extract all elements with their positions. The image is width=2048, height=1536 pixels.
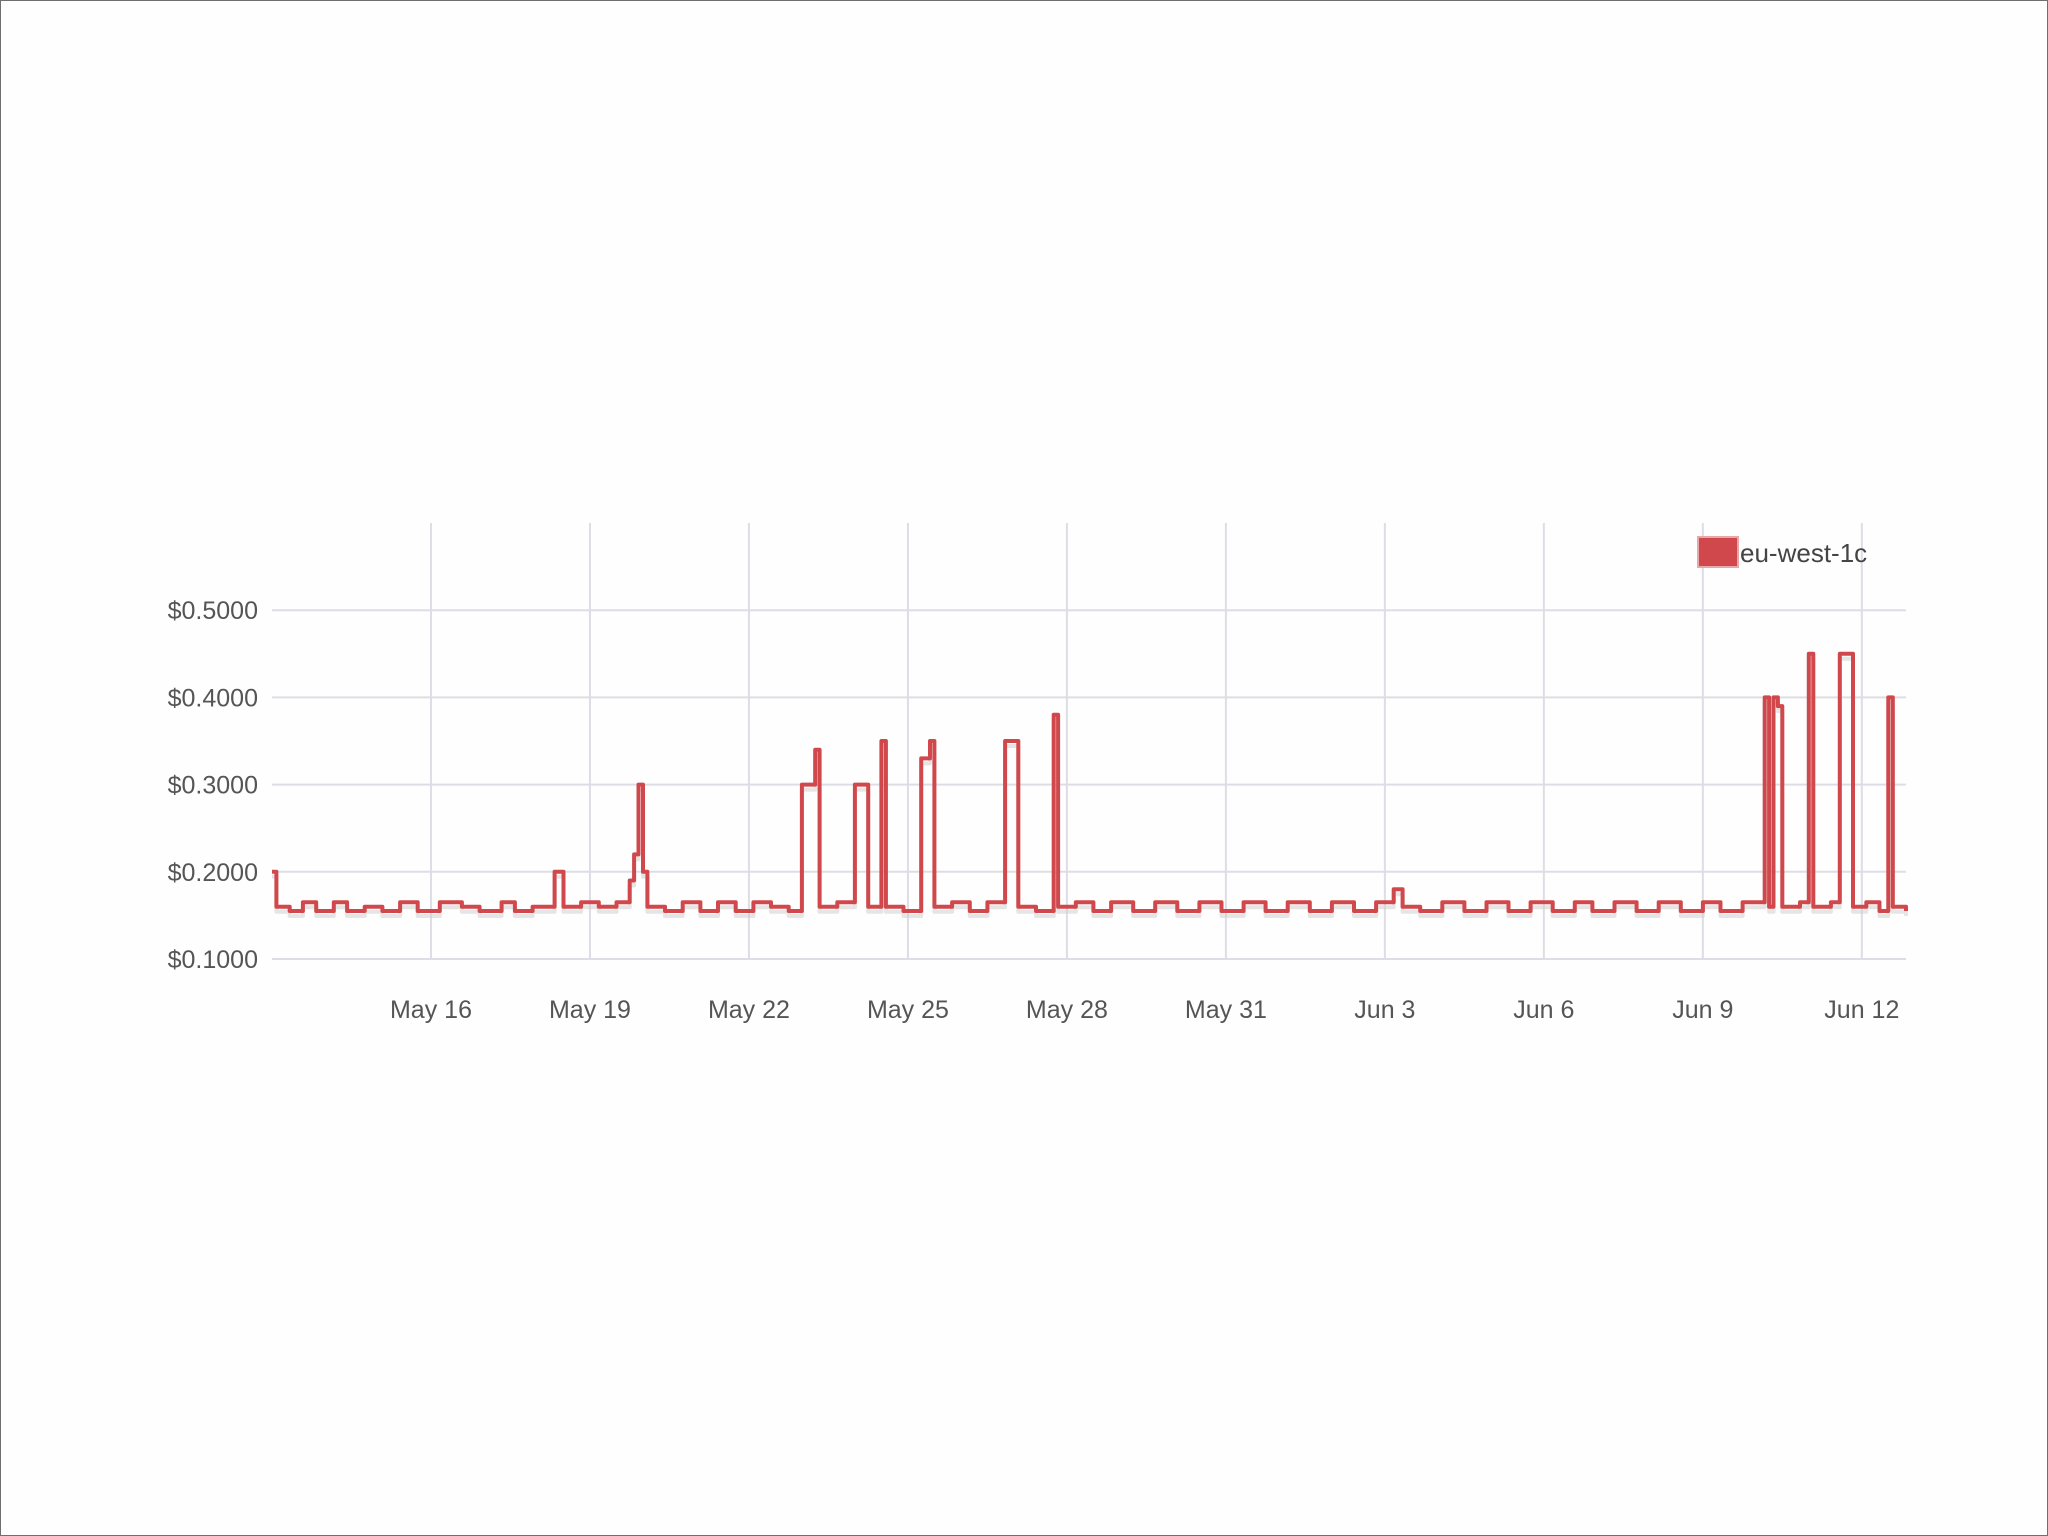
legend[interactable]: eu-west-1c: [1697, 536, 1867, 568]
x-tick-label: Jun 6: [1513, 996, 1574, 1024]
y-tick-label: $0.3000: [168, 772, 258, 800]
x-tick-label: May 31: [1185, 996, 1267, 1024]
y-tick-label: $0.1000: [168, 946, 258, 974]
x-tick-label: May 28: [1026, 996, 1108, 1024]
x-tick-label: May 25: [867, 996, 949, 1024]
legend-swatch-eu-west-1c[interactable]: [1697, 536, 1739, 568]
legend-label-eu-west-1c[interactable]: eu-west-1c: [1740, 538, 1867, 568]
series-line-eu-west-1c[interactable]: [272, 651, 1908, 913]
y-tick-label: $0.2000: [168, 859, 258, 887]
series-area: [272, 651, 1908, 918]
x-tick-label: Jun 3: [1354, 996, 1415, 1024]
x-tick-label: May 16: [390, 996, 472, 1024]
x-axis: May 16 May 19 May 22 May 25 May 28 May 31 Jun …: [390, 996, 1899, 1024]
grid-lines: [272, 523, 1906, 960]
x-tick-label: May 22: [708, 996, 790, 1024]
y-tick-label: $0.5000: [168, 597, 258, 625]
x-tick-label: Jun 12: [1824, 996, 1899, 1024]
x-tick-label: Jun 9: [1672, 996, 1733, 1024]
y-axis: $0.1000 $0.2000 $0.3000 $0.4000 $0.5000: [168, 597, 258, 974]
y-tick-label: $0.4000: [168, 684, 258, 712]
x-tick-label: May 19: [549, 996, 631, 1024]
